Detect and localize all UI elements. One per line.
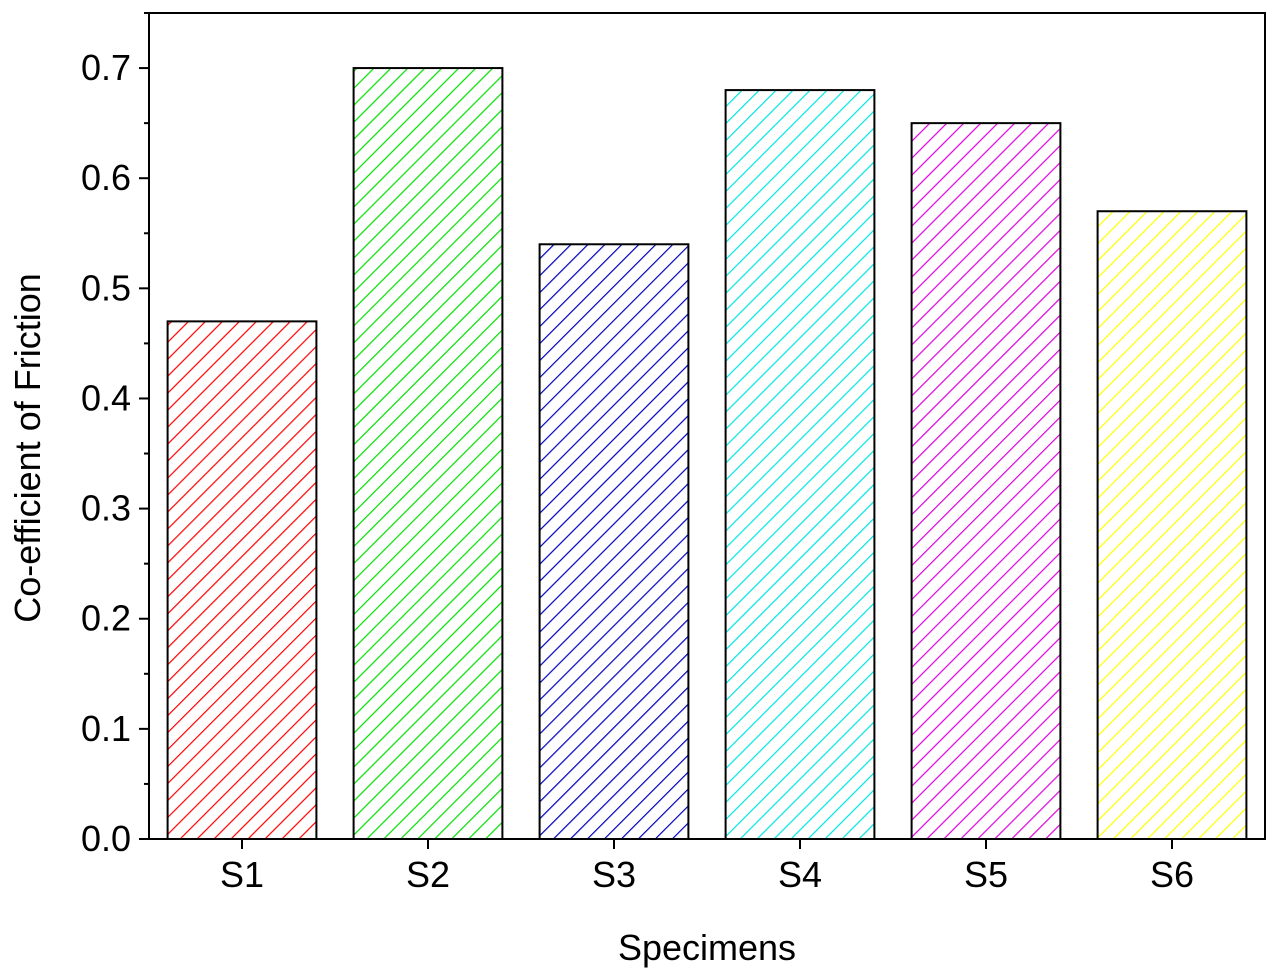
y-tick-label: 0.6 bbox=[81, 157, 131, 198]
bar-s1 bbox=[166, 320, 318, 840]
bar-s6 bbox=[1096, 210, 1248, 841]
bar-s5 bbox=[910, 122, 1062, 840]
y-axis-title: Co-efficient of Friction bbox=[7, 273, 48, 622]
x-tick-label: S5 bbox=[964, 854, 1008, 895]
x-tick-label: S1 bbox=[220, 854, 264, 895]
x-tick-label: S3 bbox=[592, 854, 636, 895]
y-tick-label: 0.3 bbox=[81, 488, 131, 529]
bar-s2 bbox=[352, 67, 504, 841]
x-tick-label: S2 bbox=[406, 854, 450, 895]
y-tick-label: 0.5 bbox=[81, 267, 131, 308]
x-axis-title: Specimens bbox=[618, 927, 796, 968]
y-tick-label: 0.1 bbox=[81, 708, 131, 749]
y-axis: 0.0 0.1 0.2 0.3 0.4 0.5 0.6 0.7 bbox=[81, 12, 149, 859]
x-tick-label: S4 bbox=[778, 854, 822, 895]
y-tick-label: 0.7 bbox=[81, 47, 131, 88]
y-tick-label: 0.0 bbox=[81, 818, 131, 859]
y-tick-label: 0.2 bbox=[81, 598, 131, 639]
plot-frame bbox=[148, 12, 1266, 840]
y-tick-label: 0.4 bbox=[81, 377, 131, 418]
x-tick-label: S6 bbox=[1150, 854, 1194, 895]
x-axis: S1 S2 S3 S4 S5 S6 bbox=[220, 839, 1194, 895]
bar-s3 bbox=[538, 243, 690, 840]
bar-s4 bbox=[724, 89, 876, 841]
bars bbox=[166, 67, 1248, 841]
